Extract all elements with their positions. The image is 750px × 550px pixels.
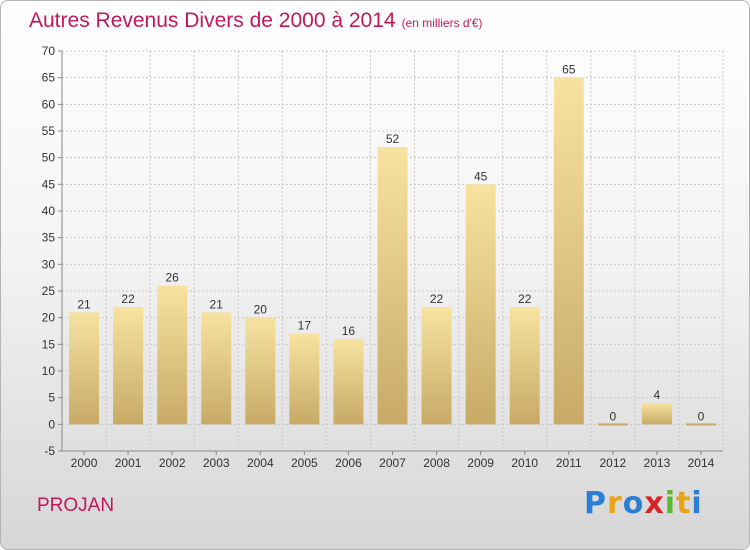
y-tick-label: 35 [42,231,56,245]
bar-2007 [377,147,408,425]
logo-letter: i [664,486,677,521]
y-tick-label: 55 [42,124,56,138]
chart-title: Autres Revenus Divers de 2000 à 2014 (en … [29,9,483,33]
data-label-2006: 16 [342,324,356,338]
data-label-2005: 17 [298,319,312,333]
y-tick-label: 70 [42,44,56,58]
y-tick-label: 5 [48,391,55,405]
y-tick-label: 10 [42,364,56,378]
x-tick-label-2000: 2000 [71,456,98,470]
y-tick-label: 25 [42,284,56,298]
bar-2006 [333,339,364,425]
data-label-2009: 45 [474,169,488,183]
bar-2003 [201,312,232,425]
y-tick-label: 45 [42,177,56,191]
y-tick-label: -5 [44,444,55,458]
bars [69,77,716,426]
logo-letter: r [607,486,623,521]
chart-title-main: Autres Revenus Divers de 2000 à 2014 [29,9,396,32]
y-tick-label: 40 [42,204,56,218]
data-label-2012: 0 [609,409,616,423]
data-label-2010: 22 [518,292,532,306]
chart-subtitle: (en milliers d'€) [401,16,483,30]
y-tick-label: 15 [42,337,56,351]
x-tick-label-2012: 2012 [599,456,626,470]
bar-2013 [641,403,672,425]
bar-2011 [553,77,584,425]
logo-letter: P [584,486,607,521]
x-tick-label-2014: 2014 [688,456,715,470]
location-name: PROJAN [37,495,115,516]
data-label-2007: 52 [386,132,400,146]
data-label-2003: 21 [210,297,224,311]
bar-2000 [69,312,100,425]
x-tick-label-2005: 2005 [291,456,318,470]
x-tick-label-2002: 2002 [159,456,186,470]
x-tick-label-2009: 2009 [467,456,494,470]
x-tick-label-2003: 2003 [203,456,230,470]
grid-lines [61,50,724,452]
data-label-2013: 4 [654,388,661,402]
data-label-2014: 0 [698,409,705,423]
y-tick-label: 30 [42,257,56,271]
data-label-2004: 20 [254,303,268,317]
x-tick-label-2013: 2013 [644,456,671,470]
logo-letter: x [644,486,665,521]
logo-letter: i [691,486,703,521]
data-label-2002: 26 [165,271,179,285]
x-tick-label-2006: 2006 [335,456,362,470]
x-tick-label-2010: 2010 [511,456,538,470]
bar-2004 [245,317,276,425]
bar-2002 [157,285,188,425]
data-label-2008: 22 [430,292,444,306]
x-tick-label-2008: 2008 [423,456,450,470]
bar-2005 [289,333,320,425]
bar-2010 [509,307,540,425]
logo-letter: t [676,486,692,521]
x-tick-label-2004: 2004 [247,456,274,470]
data-labels: 21 22 26 21 20 17 16 52 22 45 22 65 0 4 0 [77,63,704,424]
y-tick-label: 65 [42,71,56,85]
data-label-2001: 22 [121,292,135,306]
y-tick-label: 60 [42,97,56,111]
bar-2009 [465,184,496,425]
y-tick-label: 50 [42,151,56,165]
bar-2008 [421,307,452,425]
data-label-2011: 65 [562,63,576,77]
y-tick-label: 20 [42,311,56,325]
logo-letter: o [622,486,645,521]
x-tick-label-2001: 2001 [115,456,142,470]
x-tick-label-2007: 2007 [379,456,406,470]
x-tick-label-2011: 2011 [556,456,582,470]
y-tick-label: 0 [48,417,55,431]
proxiti-logo: Proxiti [584,486,703,521]
bar-2001 [113,307,144,425]
data-label-2000: 21 [77,297,91,311]
